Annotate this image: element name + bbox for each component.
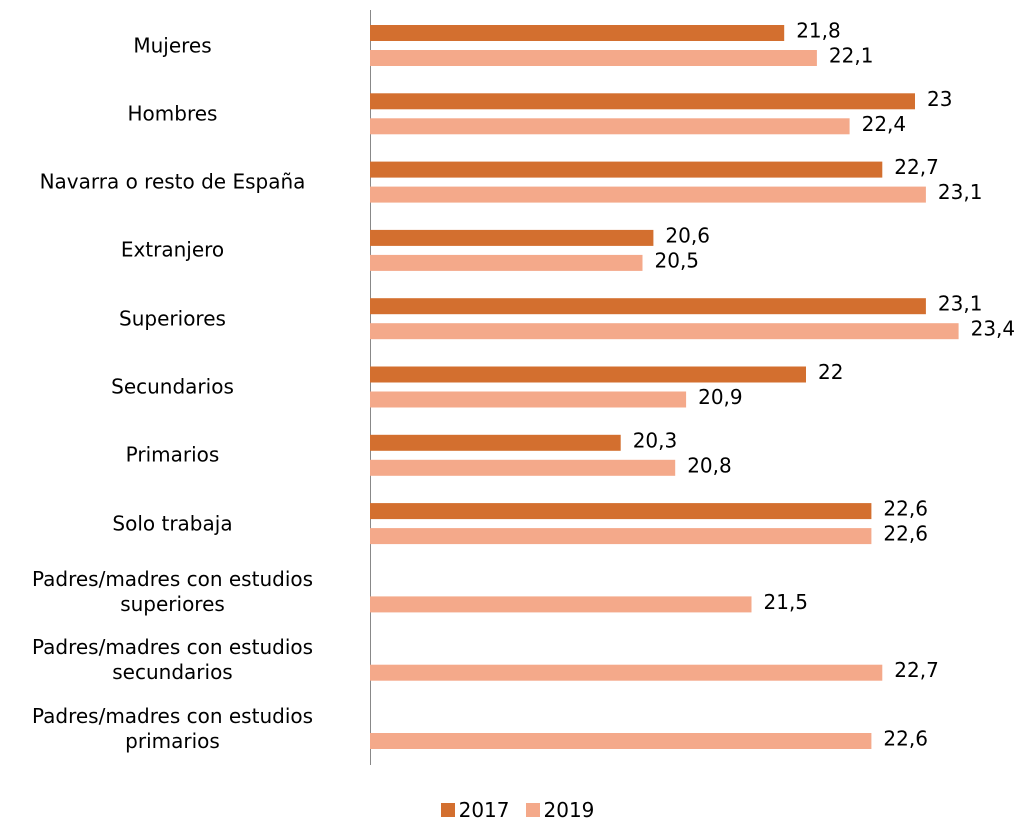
bar [370,391,687,408]
category-label: Mujeres [133,33,212,57]
category-label: Superiores [119,306,226,331]
category-label: Primarios [125,442,220,467]
bar [370,298,926,315]
value-label: 23,4 [971,317,1016,341]
category-label: Padres/madres con estudios superiores [31,566,314,616]
bar [370,50,817,66]
bar [370,229,654,246]
value-label: 20,3 [633,428,678,452]
bar [370,733,872,749]
bar [370,254,643,271]
bar [370,93,915,110]
value-label: 20,6 [665,223,710,247]
category-label: Extranjero [120,237,225,262]
category-label: Navarra o resto de España [39,169,306,194]
bar [370,664,883,681]
value-label: 23,1 [938,180,983,204]
legend-item: 2017 [440,798,510,822]
bar [370,434,621,451]
bar [370,366,806,383]
bar [370,161,883,178]
category-label: Solo trabaja [112,511,233,536]
value-label: 21,5 [764,590,809,614]
value-label: 23,1 [938,292,983,316]
value-label: 22,6 [883,522,928,546]
bar [370,596,752,613]
value-label: 21,8 [796,19,841,43]
legend-item: 2019 [525,798,595,822]
legend-label: 2017 [458,798,510,822]
category-label: Padres/madres con estudios primarios [31,703,314,753]
value-label: 20,8 [687,453,732,477]
bar [370,528,872,545]
value-label: 22,6 [883,727,928,751]
bar [370,459,676,476]
value-label: 20,9 [698,385,743,409]
category-label: Secundarios [111,374,234,399]
legend: 2017 2019 [0,798,1035,822]
bar [370,25,785,41]
value-label: 22,7 [894,155,939,179]
value-label: 22,4 [862,112,907,136]
value-label: 22,7 [894,658,939,682]
category-label: Hombres [127,101,218,126]
category-label: Padres/madres con estudios secundarios [31,635,314,685]
value-label: 23 [927,87,952,111]
value-label: 20,5 [655,248,700,272]
bar [370,323,959,340]
value-label: 22,6 [883,497,928,521]
legend-swatch [525,803,540,817]
bar [370,503,872,520]
value-label: 22 [818,360,843,384]
bar [370,186,926,203]
legend-label: 2019 [543,798,595,822]
value-label: 22,1 [829,44,874,68]
legend-swatch [440,803,455,817]
chart: 21,8 23 22,7 20,6 23,1 22 20,3 22,6 22,1 22,4 23,1… [370,10,1016,765]
bar [370,118,850,135]
